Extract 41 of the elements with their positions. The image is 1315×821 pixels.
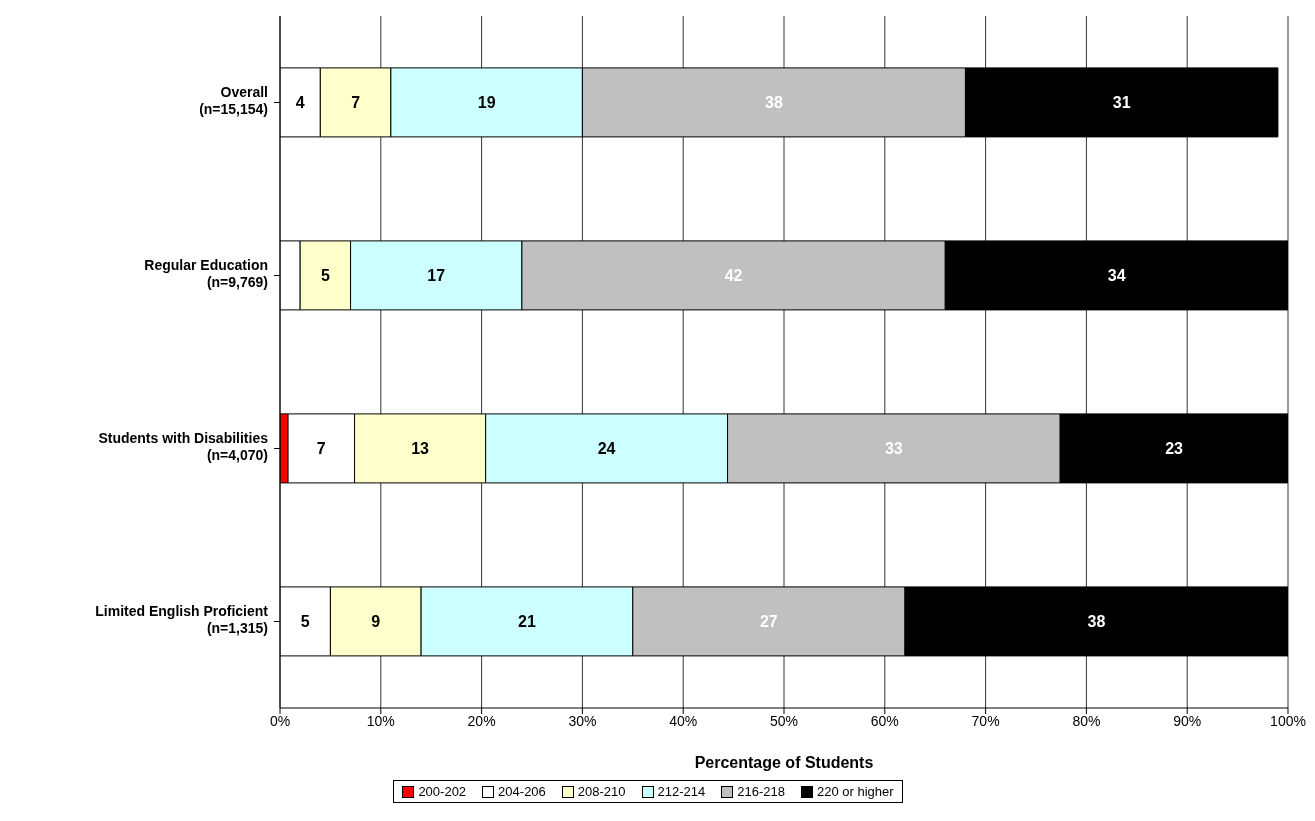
x-tick-label: 10% <box>366 712 395 729</box>
data-label: 23 <box>1165 440 1184 458</box>
data-label: 4 <box>295 94 305 112</box>
data-label: 34 <box>1107 267 1126 285</box>
data-label: 19 <box>477 94 496 112</box>
x-tick-label: 50% <box>769 712 799 729</box>
data-label: 17 <box>427 267 446 285</box>
data-label: 13 <box>411 440 430 458</box>
legend-label: 200-202 <box>418 784 467 799</box>
data-label: 5 <box>300 613 310 631</box>
data-label: 38 <box>765 94 783 112</box>
legend-label: 216-218 <box>737 784 785 799</box>
legend-label: 204-206 <box>498 784 546 799</box>
y-tick-label: Students with Disabilities (n=4,070) <box>98 429 269 463</box>
data-label: 21 <box>518 613 536 631</box>
y-tick-label: Overall (n=15,154) <box>199 83 268 117</box>
x-tick-label: 40% <box>669 712 698 729</box>
x-tick-label: 100% <box>1270 712 1306 729</box>
data-label: 27 <box>759 613 778 631</box>
x-tick-label: 70% <box>971 712 1000 729</box>
data-label: 5 <box>320 267 330 285</box>
y-tick-label: Regular Education (n=9,769) <box>144 256 268 290</box>
data-label: 31 <box>1112 94 1131 112</box>
legend-label: 220 or higher <box>816 784 894 799</box>
data-label: 24 <box>597 440 616 458</box>
x-tick-label: 90% <box>1173 712 1202 729</box>
x-axis-title: Percentage of Students <box>694 754 874 771</box>
data-label: 38 <box>1087 613 1106 631</box>
x-tick-label: 80% <box>1072 712 1101 729</box>
y-tick-label: Limited English Proficient (n=1,315) <box>95 602 269 636</box>
legend-label: 208-210 <box>577 784 626 799</box>
legend-label: 212-214 <box>657 784 706 799</box>
x-tick-label: 0% <box>269 712 291 729</box>
data-label: 9 <box>371 613 381 631</box>
data-label: 7 <box>351 94 361 112</box>
data-label: 7 <box>316 440 326 458</box>
x-tick-label: 20% <box>467 712 496 729</box>
data-label: 33 <box>884 440 903 458</box>
x-tick-label: 60% <box>870 712 899 729</box>
x-tick-label: 30% <box>568 712 597 729</box>
data-label: 42 <box>724 267 743 285</box>
